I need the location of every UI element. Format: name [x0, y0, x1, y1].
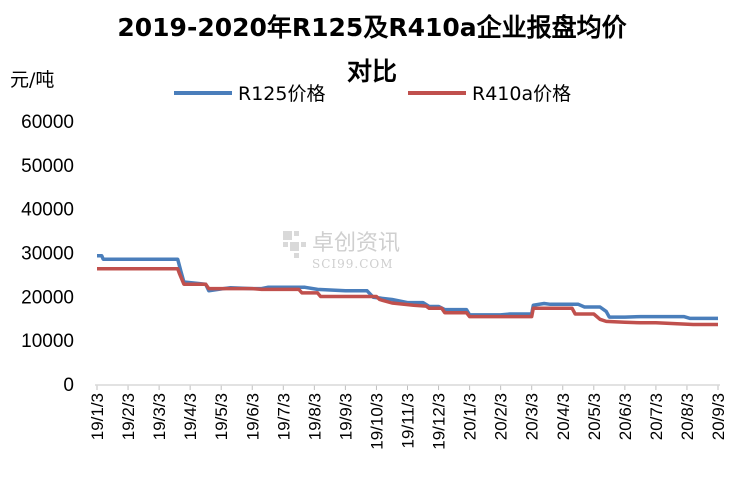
- x-tick-label: 20/6/3: [616, 393, 635, 440]
- x-tick-label: 19/6/3: [243, 393, 262, 440]
- x-tick-label: 20/2/3: [492, 393, 511, 440]
- y-axis-ticks: 60000 50000 40000 30000 20000 10000 0: [21, 112, 74, 396]
- y-unit-label: 元/吨: [10, 69, 54, 91]
- x-tick-label: 19/4/3: [181, 393, 200, 440]
- series-lines: [97, 253, 718, 327]
- legend-label-r410a: R410a价格: [472, 83, 571, 105]
- x-tick-label: 20/1/3: [461, 393, 480, 440]
- watermark: 卓创资讯 SCI99.COM: [283, 231, 400, 271]
- x-tick-label: 20/8/3: [678, 393, 697, 440]
- x-tick-label: 19/12/3: [430, 393, 449, 450]
- x-tick-label: 20/7/3: [647, 393, 666, 440]
- x-tick-label: 20/9/3: [709, 393, 728, 440]
- x-tick-label: 19/7/3: [274, 393, 293, 440]
- watermark-logo-icon: [283, 231, 306, 258]
- x-tick-label: 19/3/3: [150, 393, 169, 440]
- y-tick-label: 40000: [21, 200, 74, 221]
- x-tick-label: 20/3/3: [523, 393, 542, 440]
- x-tick-label: 19/10/3: [367, 393, 386, 450]
- x-tick-label: 19/1/3: [88, 393, 107, 440]
- legend-label-r125: R125价格: [238, 83, 325, 105]
- x-tick-label: 19/9/3: [336, 393, 355, 440]
- y-tick-label: 10000: [21, 331, 74, 352]
- y-tick-label: 60000: [21, 112, 74, 133]
- x-axis-ticks: 19/1/3 19/2/3 19/3/3 19/4/3 19/5/3 19/6/3 19/7…: [88, 385, 728, 450]
- x-tick-label: 20/5/3: [585, 393, 604, 440]
- chart-title-line1: 2019-2020年R125及R410a企业报盘均价: [117, 13, 627, 42]
- legend: R125价格 R410a价格: [174, 83, 571, 105]
- x-tick-label: 19/2/3: [119, 393, 138, 440]
- x-tick-label: 19/5/3: [212, 393, 231, 440]
- y-tick-label: 30000: [21, 244, 74, 265]
- watermark-cn: 卓创资讯: [312, 231, 400, 256]
- chart-title-line2: 对比: [347, 57, 397, 86]
- y-tick-label: 20000: [21, 287, 74, 308]
- x-tick-label: 20/4/3: [554, 393, 573, 440]
- y-tick-label: 0: [63, 375, 74, 396]
- y-tick-label: 50000: [21, 156, 74, 177]
- series-line-r410a: [97, 267, 718, 327]
- x-tick-label: 19/8/3: [305, 393, 324, 440]
- x-tick-label: 19/11/3: [399, 393, 418, 448]
- watermark-en: SCI99.COM: [312, 257, 394, 271]
